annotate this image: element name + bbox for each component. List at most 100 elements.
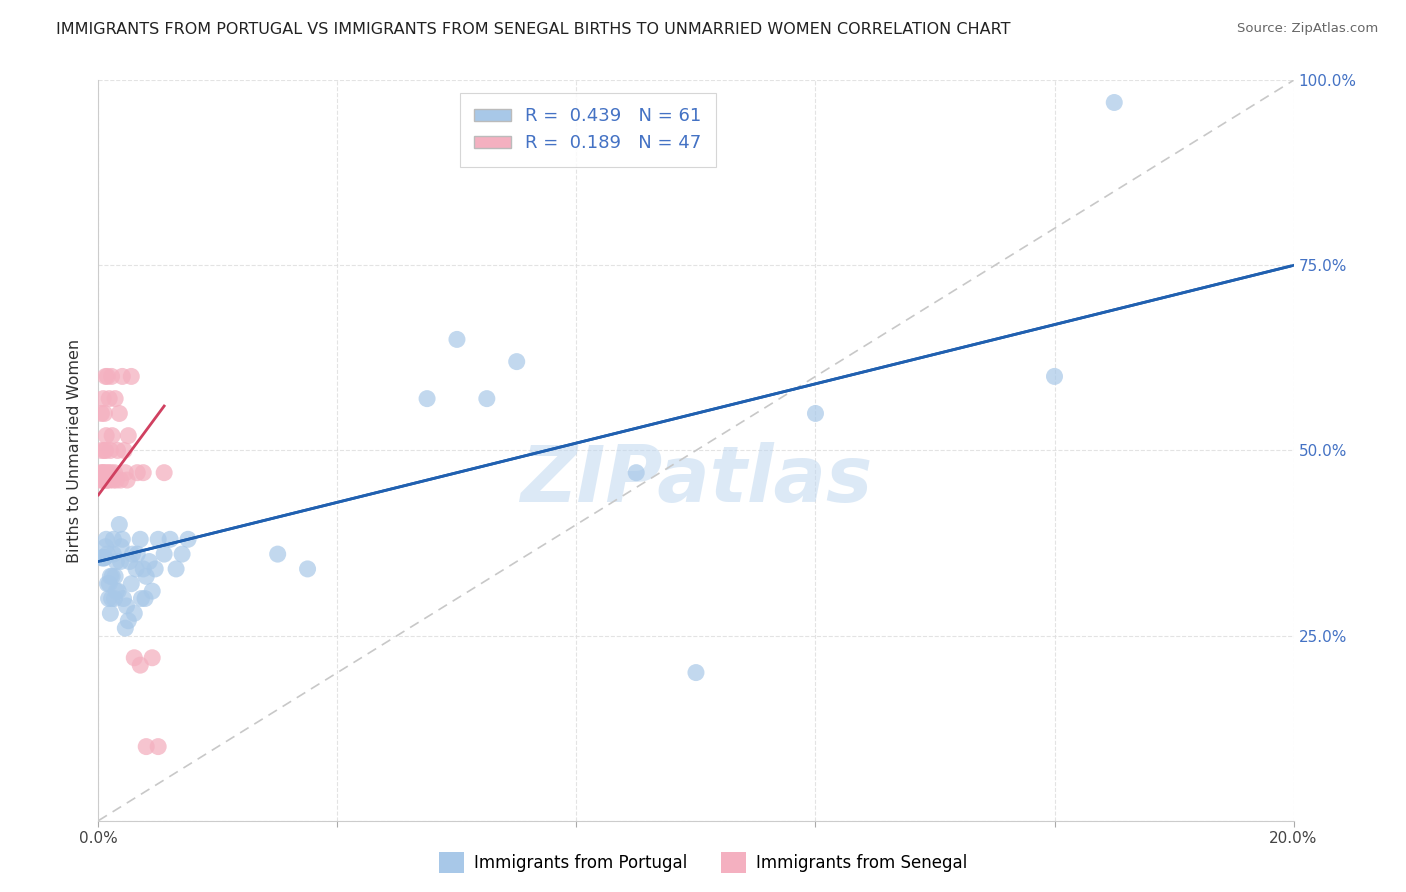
Point xyxy=(105,584,128,599)
Point xyxy=(267,547,290,561)
Point xyxy=(117,428,139,442)
Point xyxy=(134,591,156,606)
Point xyxy=(97,591,120,606)
Legend: Immigrants from Portugal, Immigrants from Senegal: Immigrants from Portugal, Immigrants fro… xyxy=(433,846,973,880)
Point xyxy=(121,547,143,561)
Point xyxy=(96,369,118,384)
Point xyxy=(112,591,135,606)
Point xyxy=(96,473,118,487)
Point xyxy=(177,533,200,547)
Point xyxy=(804,407,827,421)
Point xyxy=(110,473,132,487)
Point xyxy=(103,466,125,480)
Point xyxy=(93,407,115,421)
Point xyxy=(506,354,529,368)
Point xyxy=(416,392,439,406)
Point xyxy=(124,650,146,665)
Point xyxy=(96,533,118,547)
Point xyxy=(93,466,115,480)
Point xyxy=(101,428,124,442)
Point xyxy=(172,547,194,561)
Point xyxy=(103,473,125,487)
Point xyxy=(91,550,114,565)
Point xyxy=(91,473,114,487)
Point xyxy=(127,547,149,561)
Point xyxy=(107,584,129,599)
Point xyxy=(91,473,114,487)
Point xyxy=(135,739,157,754)
Point xyxy=(98,607,122,621)
Point xyxy=(626,466,648,480)
Legend: R =  0.439   N = 61, R =  0.189   N = 47: R = 0.439 N = 61, R = 0.189 N = 47 xyxy=(460,93,716,167)
Point xyxy=(98,576,121,591)
Point xyxy=(117,614,139,628)
Point xyxy=(135,569,157,583)
Point xyxy=(159,533,181,547)
Point xyxy=(120,369,142,384)
Point xyxy=(100,591,122,606)
Point xyxy=(94,443,117,458)
Point xyxy=(141,650,163,665)
Point xyxy=(94,369,117,384)
Point xyxy=(94,473,117,487)
Point xyxy=(96,473,118,487)
Point xyxy=(91,466,114,480)
Point xyxy=(1104,95,1126,110)
Point xyxy=(153,547,176,561)
Point xyxy=(104,569,127,583)
Point xyxy=(111,533,134,547)
Point xyxy=(108,407,131,421)
Point xyxy=(129,533,152,547)
Point xyxy=(132,562,155,576)
Point xyxy=(685,665,707,680)
Point xyxy=(105,473,128,487)
Point xyxy=(90,550,112,565)
Point xyxy=(103,533,125,547)
Point xyxy=(148,739,170,754)
Point xyxy=(165,562,187,576)
Point xyxy=(98,443,122,458)
Point xyxy=(153,466,176,480)
Point xyxy=(96,547,118,561)
Y-axis label: Births to Unmarried Women: Births to Unmarried Women xyxy=(67,338,83,563)
Point xyxy=(90,407,112,421)
Point xyxy=(96,576,118,591)
Point xyxy=(138,555,160,569)
Point xyxy=(131,591,153,606)
Point xyxy=(297,562,319,576)
Point xyxy=(118,555,141,569)
Point xyxy=(89,473,111,487)
Point xyxy=(94,540,117,554)
Point xyxy=(141,584,163,599)
Point xyxy=(100,466,122,480)
Point xyxy=(96,428,118,442)
Point xyxy=(115,599,138,613)
Point xyxy=(105,555,128,569)
Point xyxy=(90,443,112,458)
Point xyxy=(115,473,138,487)
Point xyxy=(120,576,142,591)
Point xyxy=(110,540,132,554)
Point xyxy=(129,658,152,673)
Point xyxy=(110,555,132,569)
Point xyxy=(127,466,149,480)
Point xyxy=(97,466,120,480)
Point xyxy=(112,443,135,458)
Point xyxy=(90,466,112,480)
Point xyxy=(111,369,134,384)
Point xyxy=(114,466,136,480)
Point xyxy=(125,562,148,576)
Text: Source: ZipAtlas.com: Source: ZipAtlas.com xyxy=(1237,22,1378,36)
Point xyxy=(108,517,131,532)
Point xyxy=(93,550,115,565)
Point xyxy=(98,473,121,487)
Point xyxy=(124,607,146,621)
Point xyxy=(101,569,124,583)
Point xyxy=(96,466,118,480)
Point xyxy=(100,369,122,384)
Point xyxy=(446,332,468,346)
Point xyxy=(148,533,170,547)
Point xyxy=(475,392,498,406)
Point xyxy=(104,392,127,406)
Point xyxy=(107,443,129,458)
